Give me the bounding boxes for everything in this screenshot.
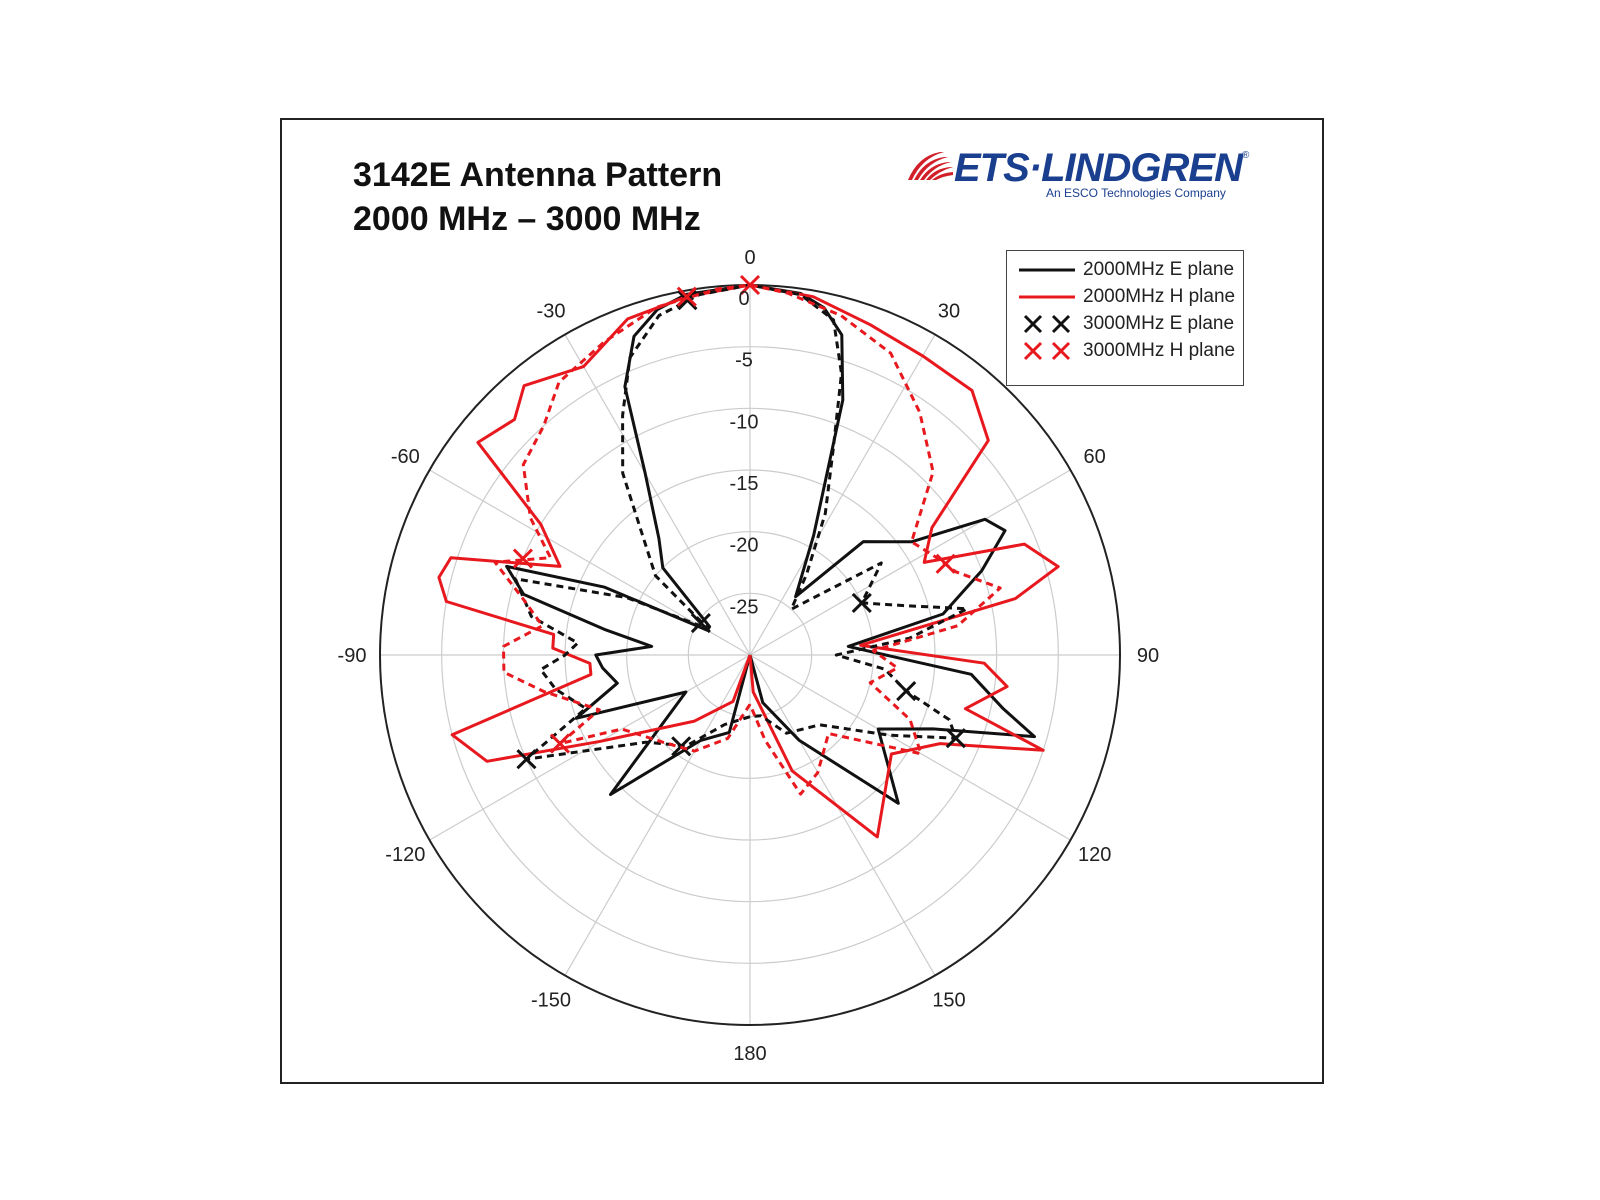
series-3000mhz-h-plane [493, 274, 1002, 796]
chart-title-line1: 3142E Antenna Pattern [353, 156, 723, 194]
angle-tick-label: 120 [1078, 844, 1111, 866]
legend-label: 3000MHz H plane [1083, 340, 1236, 361]
series-marker-x [896, 681, 917, 702]
legend-item: 3000MHz E plane [1007, 311, 1245, 337]
legend-label: 2000MHz H plane [1083, 286, 1236, 307]
grid-ring [626, 531, 874, 779]
radial-tick-label: -25 [730, 596, 759, 618]
series-marker-x [739, 274, 761, 296]
legend-marker-red-x [1023, 341, 1071, 361]
legend-item: 2000MHz E plane [1007, 257, 1245, 283]
series-marker-x [516, 749, 537, 770]
legend-marker-black-x [1023, 314, 1071, 334]
grid-ring [687, 592, 813, 718]
series-line [493, 283, 1002, 796]
series-marker-x [677, 290, 698, 311]
angle-tick-label: -60 [391, 446, 420, 468]
grid-ring [441, 346, 1059, 964]
legend-label: 3000MHz E plane [1083, 313, 1235, 334]
series-layer [437, 274, 1060, 839]
radial-tick-label: 0 [738, 288, 749, 310]
ets-lindgren-logo: ETS·LINDGREN ® An ESCO Technologies Comp… [906, 146, 1250, 206]
legend-line-black-solid [1019, 268, 1075, 272]
radial-tick-label: -20 [730, 535, 759, 557]
legend-item: 2000MHz H plane [1007, 284, 1245, 310]
angle-tick-label: 0 [744, 247, 755, 269]
angle-tick-label: -120 [385, 844, 425, 866]
series-line [513, 283, 969, 761]
radial-tick-label: -10 [730, 411, 759, 433]
angle-tick-label: 150 [932, 990, 965, 1012]
logo-stripes-icon [908, 152, 953, 180]
series-marker-x [851, 592, 872, 613]
series-marker-x [935, 553, 956, 574]
angle-tick-label: -30 [537, 300, 566, 322]
series-marker-x [676, 286, 697, 307]
chart-title-line2: 2000 MHz – 3000 MHz [353, 200, 701, 238]
angle-tick-label: 90 [1137, 645, 1159, 667]
logo-registered-mark: ® [1242, 150, 1250, 161]
series-marker-x [512, 548, 534, 569]
series-marker-x [945, 728, 966, 749]
series-3000mhz-e-plane [513, 283, 969, 770]
series-marker-x [549, 733, 571, 754]
radial-tick-label: -15 [730, 473, 759, 495]
legend: 2000MHz E plane 2000MHz H plane 3000MHz … [1006, 250, 1244, 386]
tick-labels: 0 30 60 90 120 150 180 -150 -120 -90 -60 -30 0 -5 -10 -… [338, 247, 1160, 1065]
angle-tick-label: -150 [531, 990, 571, 1012]
series-marker-x [690, 613, 711, 634]
legend-label: 2000MHz E plane [1083, 259, 1235, 280]
angle-tick-label: 60 [1084, 446, 1106, 468]
logo-name: ETS·LINDGREN [954, 146, 1243, 190]
angle-tick-label: 180 [733, 1043, 766, 1065]
angle-tick-label: 30 [938, 300, 960, 322]
logo-subtitle: An ESCO Technologies Company [1046, 186, 1226, 200]
legend-line-red-solid [1019, 295, 1075, 299]
legend-item: 3000MHz H plane [1007, 338, 1245, 364]
radial-tick-label: -5 [735, 350, 753, 372]
angle-tick-label: -90 [338, 645, 367, 667]
